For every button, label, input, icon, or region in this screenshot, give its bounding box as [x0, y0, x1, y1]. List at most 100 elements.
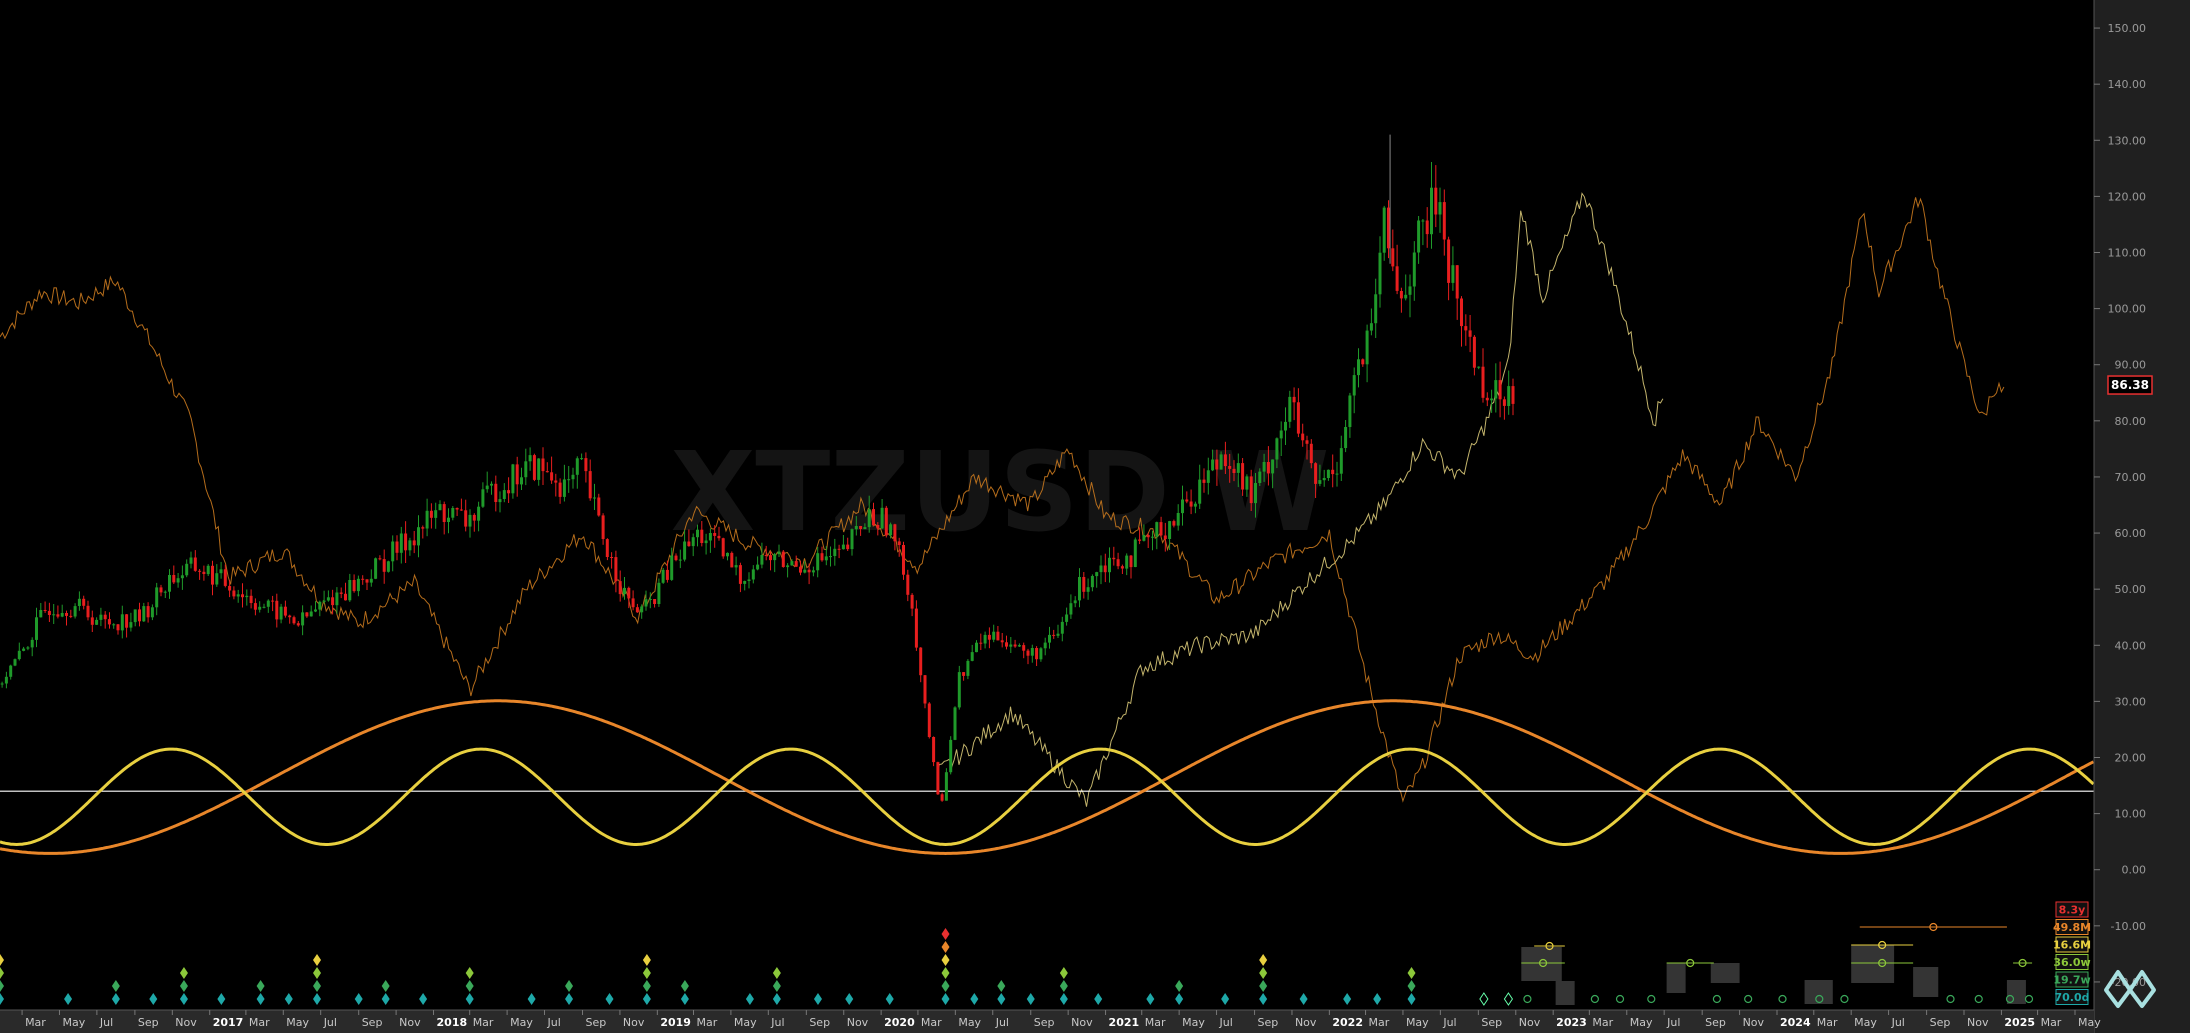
candle-down	[665, 569, 669, 580]
trough-marker	[419, 993, 428, 1005]
candle-up	[1168, 521, 1172, 539]
candle-down	[1189, 501, 1193, 507]
phasing-node	[1545, 941, 1554, 951]
phasing-node	[1778, 994, 1787, 1004]
candle-up	[155, 587, 159, 608]
candle-down	[1082, 577, 1086, 592]
candle-down	[172, 575, 176, 583]
candle-down	[1395, 266, 1399, 291]
price-axis-panel[interactable]	[2094, 0, 2190, 1033]
candle-up	[1357, 359, 1360, 376]
trough-marker	[772, 993, 781, 1005]
candle-down	[494, 483, 498, 502]
candle-up	[1288, 396, 1292, 422]
time-month-label: Mar	[1369, 1016, 1390, 1029]
candle-up	[168, 575, 171, 592]
time-month-label: Nov	[399, 1016, 421, 1029]
trough-marker	[565, 993, 574, 1005]
candle-up	[975, 642, 978, 653]
candle-down	[1022, 645, 1026, 651]
candle-up	[1284, 421, 1287, 431]
candle-up	[301, 612, 305, 626]
time-month-label: Mar	[1145, 1016, 1166, 1029]
symbol-watermark: XTZUSD W	[670, 428, 1329, 556]
trough-marker	[1299, 993, 1308, 1005]
time-month-label: Sep	[586, 1016, 607, 1029]
time-month-label: Nov	[623, 1016, 645, 1029]
candle-down	[1005, 642, 1008, 647]
candle-down	[1481, 366, 1485, 398]
candle-up	[1408, 286, 1412, 295]
candle-up	[678, 559, 682, 561]
candle-up	[1073, 600, 1077, 604]
candle-up	[1211, 459, 1215, 471]
phasing-box	[1555, 981, 1575, 1005]
trough-marker	[465, 993, 474, 1005]
candle-down	[1185, 499, 1189, 502]
candle-down	[472, 514, 476, 521]
phasing-boxes	[1521, 922, 2034, 1005]
candle-up	[1048, 634, 1051, 643]
candle-up	[1318, 480, 1322, 484]
candle-up	[562, 479, 566, 497]
candle-down	[1163, 535, 1167, 539]
candle-down	[893, 524, 897, 542]
candle-up	[348, 580, 352, 601]
candle-down	[618, 581, 622, 595]
candle-up	[95, 619, 99, 625]
candle-down	[532, 455, 536, 480]
candle-down	[125, 614, 129, 628]
candle-up	[1322, 478, 1326, 481]
candle-down	[249, 595, 253, 603]
candle-down	[228, 585, 232, 591]
candle-up	[73, 606, 77, 617]
candle-down	[459, 509, 463, 511]
candle-up	[9, 665, 13, 677]
candle-up	[1421, 220, 1425, 222]
time-month-label: Nov	[1295, 1016, 1317, 1029]
candle-up	[189, 557, 193, 564]
trough-marker	[179, 993, 188, 1005]
candle-down	[687, 541, 691, 547]
candle-up	[623, 587, 626, 595]
candle-up	[850, 529, 854, 550]
candle-down	[605, 539, 609, 557]
trough-marker	[772, 967, 781, 979]
legend-label: 16.6M	[2053, 939, 2091, 952]
phasing-box	[1804, 980, 1833, 1004]
trough-marker	[997, 980, 1006, 992]
candle-up	[803, 569, 807, 573]
price-tick-label: 150.00	[2108, 22, 2147, 35]
candle-down	[1116, 559, 1120, 567]
candle-up	[949, 739, 953, 773]
candle-down	[288, 615, 292, 618]
cycle-waves	[0, 699, 2095, 856]
candle-up	[824, 556, 828, 561]
candle-up	[743, 581, 747, 584]
candle-down	[1361, 359, 1365, 365]
candle-down	[82, 598, 86, 606]
candle-up	[777, 551, 781, 555]
candle-down	[382, 559, 386, 572]
candle-up	[502, 490, 506, 499]
candle-up	[451, 508, 455, 518]
trough-marker	[970, 993, 979, 1005]
candle-up	[1236, 463, 1240, 473]
candle-down	[906, 574, 910, 595]
phasing-node	[1538, 958, 1548, 968]
time-month-label: Jul	[1442, 1016, 1456, 1029]
time-month-label: Sep	[1258, 1016, 1279, 1029]
price-tick-label: 10.00	[2115, 808, 2147, 821]
price-tick-label: 60.00	[2115, 527, 2147, 540]
candle-up	[511, 464, 515, 494]
time-axis-panel[interactable]	[0, 1010, 2094, 1033]
candle-up	[944, 772, 948, 801]
time-year-label: 2017	[213, 1016, 244, 1029]
trough-marker	[885, 993, 894, 1005]
candle-up	[176, 578, 180, 583]
phasing-node	[2018, 958, 2027, 968]
candle-down	[1138, 539, 1142, 541]
candle-up	[863, 527, 867, 530]
candle-down	[550, 472, 554, 481]
